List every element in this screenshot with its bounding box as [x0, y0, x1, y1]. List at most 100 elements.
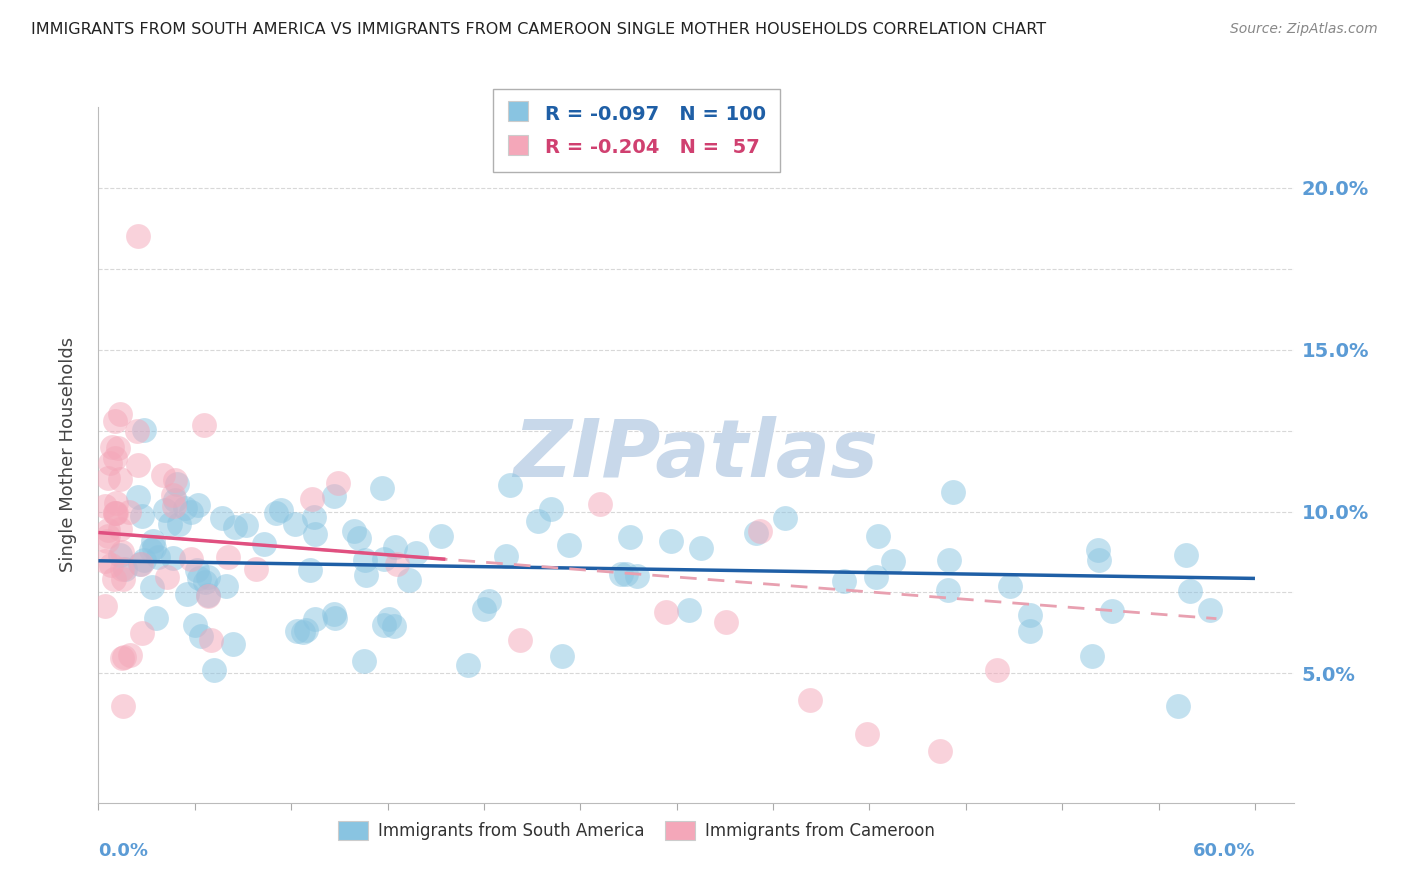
Point	[108, 548, 131, 562]
Point	[224, 520, 246, 534]
Point	[180, 552, 202, 566]
Point	[127, 491, 149, 505]
Point	[384, 540, 406, 554]
Point	[145, 611, 167, 625]
Point	[162, 551, 184, 566]
Point	[430, 529, 453, 543]
Point	[1175, 548, 1198, 562]
Point	[132, 553, 155, 567]
Point	[111, 651, 134, 665]
Point	[832, 574, 855, 589]
Point	[100, 456, 122, 470]
Point	[162, 499, 184, 513]
Point	[938, 553, 960, 567]
Point	[193, 417, 215, 432]
Point	[152, 468, 174, 483]
Point	[298, 563, 321, 577]
Point	[1088, 553, 1111, 567]
Point	[749, 524, 772, 538]
Point	[626, 569, 648, 583]
Point	[1019, 607, 1042, 622]
Point	[159, 517, 181, 532]
Point	[589, 497, 612, 511]
Text: 60.0%: 60.0%	[1192, 842, 1256, 860]
Point	[323, 611, 346, 625]
Point	[104, 506, 127, 520]
Point	[551, 648, 574, 663]
Text: ZIPatlas: ZIPatlas	[513, 416, 879, 494]
Point	[609, 566, 631, 581]
Point	[169, 516, 191, 531]
Point	[107, 442, 129, 456]
Point	[118, 648, 141, 662]
Point	[129, 557, 152, 571]
Point	[163, 473, 186, 487]
Point	[197, 570, 219, 584]
Point	[1081, 649, 1104, 664]
Point	[187, 571, 209, 585]
Point	[373, 617, 395, 632]
Point	[245, 562, 267, 576]
Point	[162, 488, 184, 502]
Point	[93, 599, 115, 613]
Point	[111, 698, 134, 713]
Point	[328, 475, 350, 490]
Point	[173, 501, 195, 516]
Point	[253, 537, 276, 551]
Point	[127, 229, 149, 244]
Point	[104, 414, 127, 428]
Legend: Immigrants from South America, Immigrants from Cameroon: Immigrants from South America, Immigrant…	[332, 814, 941, 847]
Point	[139, 542, 162, 557]
Text: IMMIGRANTS FROM SOUTH AMERICA VS IMMIGRANTS FROM CAMEROON SINGLE MOTHER HOUSEHOL: IMMIGRANTS FROM SOUTH AMERICA VS IMMIGRA…	[31, 22, 1046, 37]
Point	[347, 532, 370, 546]
Point	[100, 558, 122, 572]
Point	[1000, 579, 1022, 593]
Y-axis label: Single Mother Households: Single Mother Households	[59, 337, 77, 573]
Point	[928, 744, 950, 758]
Point	[129, 557, 152, 571]
Point	[371, 481, 394, 495]
Point	[166, 477, 188, 491]
Point	[865, 570, 887, 584]
Point	[936, 582, 959, 597]
Point	[153, 503, 176, 517]
Point	[478, 593, 501, 607]
Point	[868, 529, 890, 543]
Point	[104, 451, 127, 466]
Point	[744, 525, 766, 540]
Point	[690, 541, 713, 555]
Point	[103, 506, 125, 520]
Point	[97, 470, 120, 484]
Point	[214, 579, 236, 593]
Point	[558, 538, 581, 552]
Point	[194, 575, 217, 590]
Point	[165, 493, 187, 508]
Point	[302, 510, 325, 524]
Point	[322, 489, 344, 503]
Point	[217, 549, 239, 564]
Point	[284, 516, 307, 531]
Point	[405, 546, 427, 560]
Point	[186, 563, 208, 577]
Point	[614, 566, 637, 581]
Point	[1167, 698, 1189, 713]
Point	[509, 633, 531, 648]
Point	[382, 619, 405, 633]
Point	[108, 472, 131, 486]
Point	[131, 508, 153, 523]
Point	[322, 607, 344, 622]
Point	[97, 529, 120, 543]
Point	[197, 589, 219, 603]
Point	[264, 507, 287, 521]
Point	[678, 603, 700, 617]
Point	[97, 523, 120, 537]
Point	[125, 424, 148, 438]
Point	[654, 605, 676, 619]
Point	[222, 637, 245, 651]
Point	[986, 663, 1008, 677]
Point	[127, 458, 149, 472]
Point	[773, 511, 796, 525]
Point	[295, 623, 318, 637]
Point	[619, 530, 641, 544]
Point	[142, 534, 165, 549]
